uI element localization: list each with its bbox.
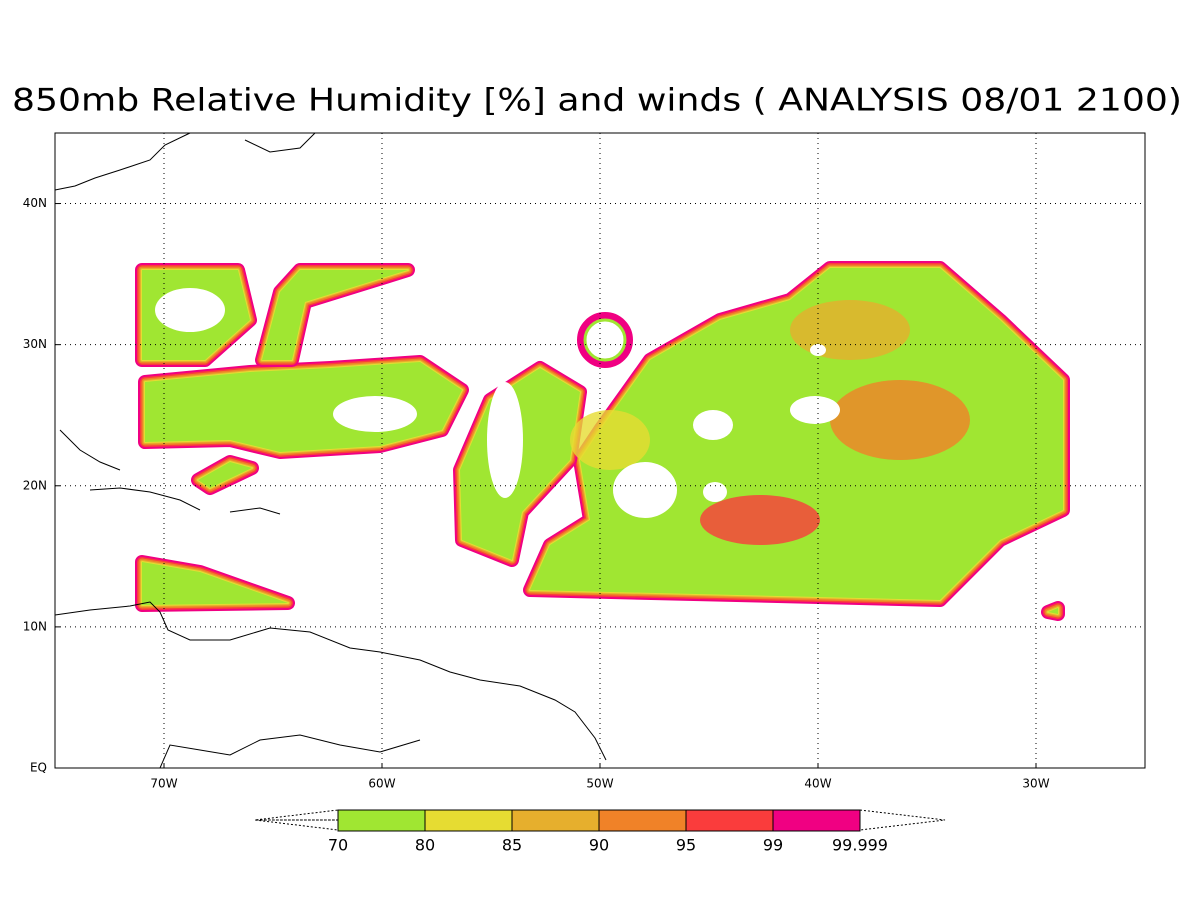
colorbar-label: 95 [676, 836, 696, 855]
coastline [54, 132, 191, 191]
x-tick-label: 30W [1022, 777, 1049, 791]
x-tick-label: 50W [586, 777, 613, 791]
coastlines [54, 132, 607, 769]
humidity-field [135, 261, 1070, 621]
colorbar-label: 80 [415, 836, 435, 855]
coastline [54, 601, 607, 761]
y-tick-label: 10N [23, 619, 47, 633]
humidity-hole [703, 482, 727, 502]
humidity-area [262, 270, 408, 360]
colorbar-label: 90 [589, 836, 609, 855]
humidity-contour [583, 318, 627, 362]
colorbar-swatch [511, 809, 600, 832]
humidity-area [142, 562, 288, 605]
y-tick-label: 30N [23, 337, 47, 351]
y-tick-label: 40N [23, 196, 47, 210]
colorbar-label: 99.999 [832, 836, 888, 855]
colorbar-swatch [598, 809, 687, 832]
colorbar-swatch [685, 809, 774, 832]
humidity-area [530, 268, 1063, 600]
colorbar-swatch [772, 809, 861, 832]
humidity-area [830, 380, 970, 460]
colorbar-label: 70 [328, 836, 348, 855]
coastline [89, 487, 201, 511]
humidity-hole [591, 328, 619, 352]
humidity-hole [613, 462, 677, 518]
colorbar-label: 99 [763, 836, 783, 855]
humidity-hole [487, 382, 523, 498]
humidity-hole [155, 288, 225, 332]
colorbar-swatch [424, 809, 513, 832]
coastline [244, 132, 316, 153]
humidity-area [198, 462, 252, 488]
coastline [159, 734, 421, 769]
humidity-contour [577, 312, 633, 368]
humidity-hole [810, 344, 826, 356]
grid: 70W 60W 50W 40W 30W EQ 10N 20N 30N 40N [23, 133, 1145, 791]
y-tick-label: 20N [23, 478, 47, 492]
humidity-hole [333, 396, 417, 432]
coastline [229, 507, 281, 515]
humidity-hole [790, 396, 840, 424]
y-tick-label: EQ [30, 761, 47, 775]
colorbar-label: 85 [502, 836, 522, 855]
coastline [59, 429, 121, 471]
humidity-hole [693, 410, 733, 440]
colorbar-swatch [337, 809, 426, 832]
x-tick-label: 60W [368, 777, 395, 791]
x-tick-label: 40W [804, 777, 831, 791]
colorbar: 70 80 85 90 95 99 99.999 [328, 809, 888, 855]
humidity-area [1048, 608, 1058, 614]
chart-title: 850mb Relative Humidity [%] and winds ( … [12, 83, 1182, 119]
humidity-area [570, 410, 650, 470]
humidity-area [790, 300, 910, 360]
humidity-area [700, 495, 820, 545]
x-tick-label: 70W [150, 777, 177, 791]
